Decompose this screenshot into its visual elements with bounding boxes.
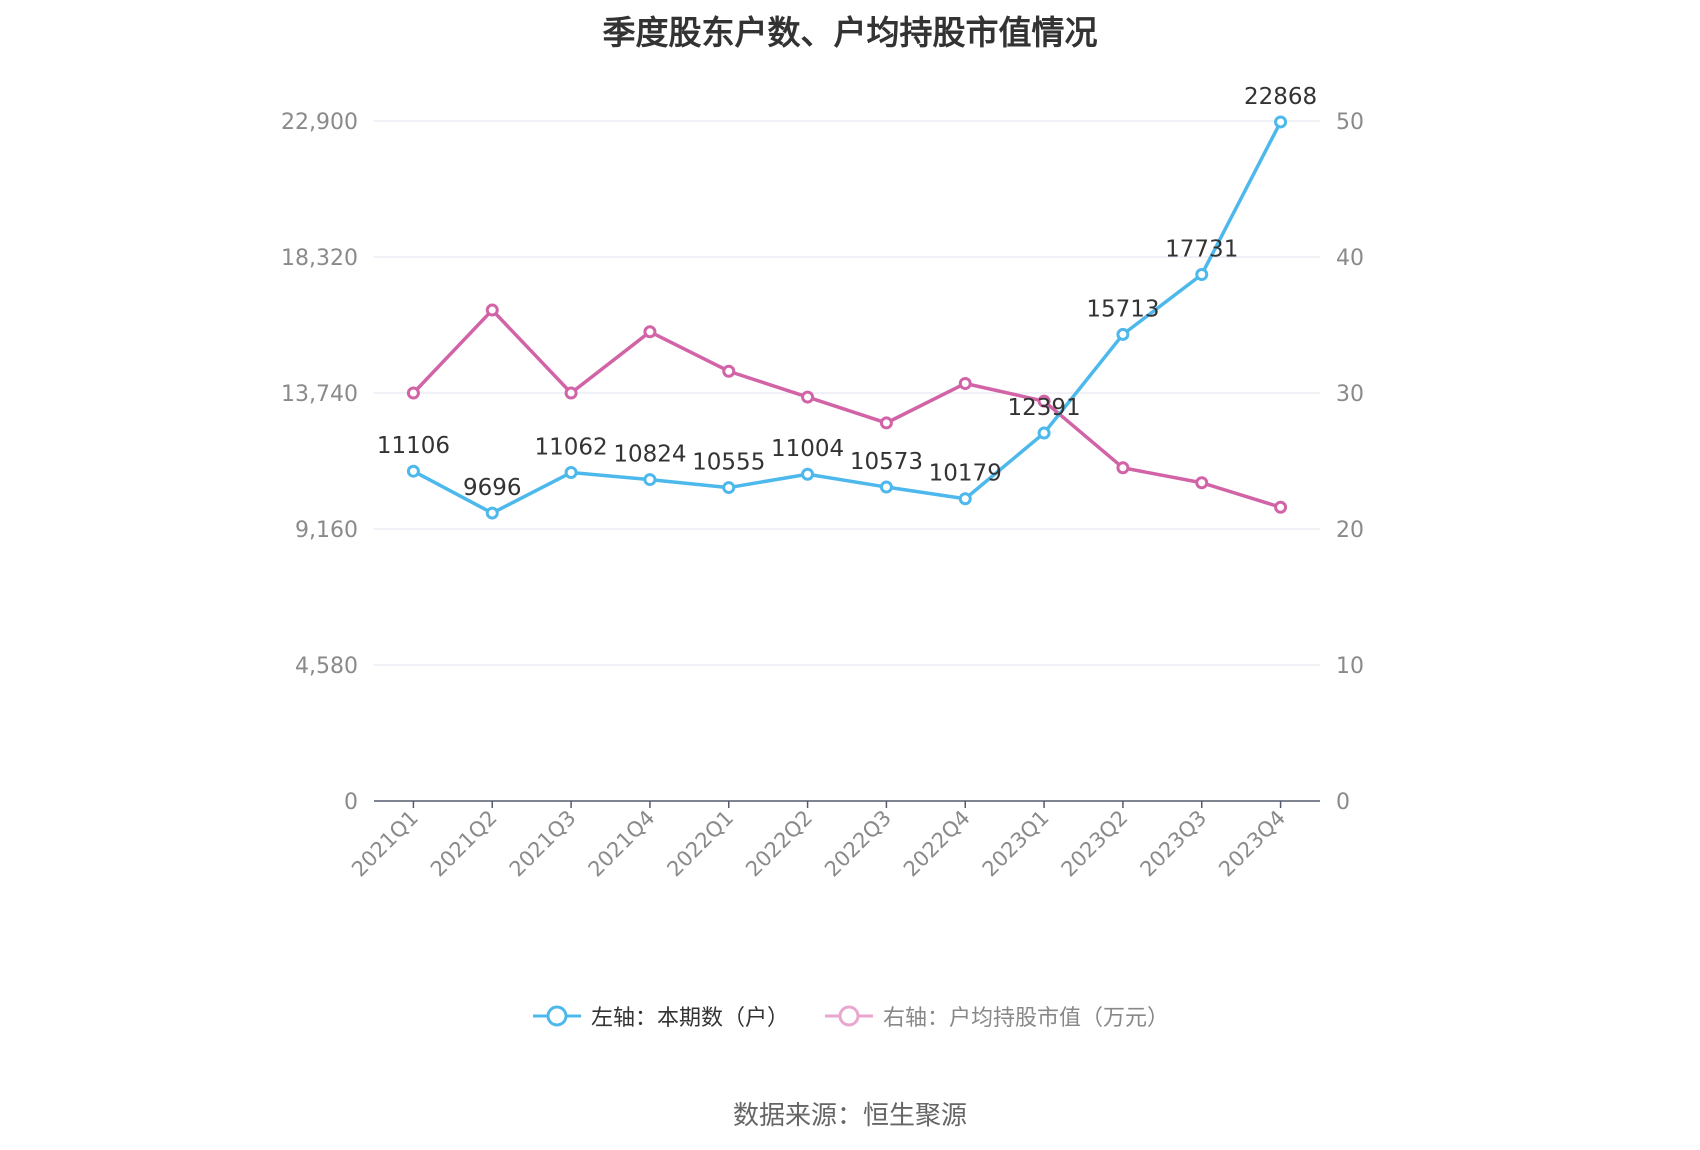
shareholder-count-point (1274, 115, 1288, 129)
avg-holding-value-point (958, 376, 972, 390)
legend-item-right[interactable]: 右轴：户均持股市值（万元） (823, 1000, 1169, 1032)
shareholder-count-point (485, 506, 499, 520)
avg-holding-value-point (879, 416, 893, 430)
avg-holding-value-point (485, 303, 499, 317)
left-axis-tick-label: 18,320 (281, 246, 358, 271)
shareholder-count-data-label: 10179 (929, 461, 1002, 487)
shareholder-count-point (958, 492, 972, 506)
legend-line-circle-icon-left (532, 1005, 581, 1027)
shareholder-count-point (801, 467, 815, 481)
x-axis-tick-label: 2023Q1 (978, 806, 1054, 882)
shareholder-count-data-label: 10573 (850, 449, 923, 475)
shareholder-count-data-label: 15713 (1086, 296, 1159, 322)
shareholder-count-data-label: 17731 (1165, 236, 1238, 262)
right-axis-tick-label: 50 (1336, 110, 1364, 135)
shareholder-count-data-label: 12391 (1007, 395, 1080, 421)
data-source: 数据来源：恒生聚源 (732, 1101, 967, 1131)
right-axis-tick-label: 40 (1336, 246, 1364, 271)
shareholder-count-data-label: 10824 (613, 442, 686, 468)
shareholder-count-data-label: 10555 (692, 450, 765, 476)
shareholder-count-data-label: 22868 (1244, 84, 1317, 110)
x-axis-tick-label: 2023Q4 (1214, 806, 1290, 882)
x-axis-tick-label: 2022Q2 (741, 806, 817, 882)
x-axis-tick-label: 2021Q1 (347, 806, 423, 882)
avg-holding-value-point (643, 325, 657, 339)
avg-holding-value-point (406, 386, 420, 400)
right-axis-tick-label: 20 (1336, 518, 1364, 543)
shareholder-count-point (1195, 267, 1209, 281)
x-axis-tick-label: 2021Q2 (426, 806, 502, 882)
shareholder-count-point (879, 480, 893, 494)
shareholder-count-data-label: 11062 (534, 435, 607, 461)
x-axis-tick-label: 2022Q4 (899, 806, 975, 882)
right-axis-tick-label: 0 (1336, 790, 1350, 815)
left-axis-tick-label: 13,740 (281, 382, 358, 407)
x-axis-tick-label: 2021Q3 (505, 806, 581, 882)
right-axis-tick-label: 30 (1336, 382, 1364, 407)
avg-holding-value-line (412, 308, 1282, 509)
legend-line-circle-icon-right (825, 1005, 873, 1027)
left-axis-tick-label: 4,580 (295, 654, 358, 679)
shareholder-count-point (722, 481, 736, 495)
shareholder-count-line (412, 121, 1283, 515)
legend: 左轴：本期数（户） 右轴：户均持股市值（万元） (0, 1000, 1700, 1032)
left-axis-tick-label: 0 (344, 790, 358, 815)
shareholder-count-point (564, 466, 578, 480)
left-axis-tick-label: 22,900 (281, 110, 358, 135)
avg-holding-value-point (722, 364, 736, 378)
avg-holding-value-point (801, 390, 815, 404)
avg-holding-value-point (1037, 394, 1051, 408)
shareholder-count-point (1037, 426, 1051, 440)
legend-item-left[interactable]: 左轴：本期数（户） (531, 1000, 789, 1032)
x-axis-tick-label: 2022Q3 (820, 806, 896, 882)
shareholder-count-point (1116, 327, 1130, 341)
x-axis-tick-label: 2022Q1 (662, 806, 738, 882)
avg-holding-value-point (1195, 476, 1209, 490)
x-axis-tick-label: 2021Q4 (584, 806, 660, 882)
avg-holding-value-point (564, 386, 578, 400)
right-axis-tick-label: 10 (1336, 654, 1364, 679)
left-axis-tick-label: 9,160 (295, 518, 358, 543)
legend-label-right: 右轴：户均持股市值（万元） (883, 1006, 1170, 1031)
shareholder-count-data-label: 9696 (463, 475, 522, 501)
shareholder-count-data-label: 11106 (377, 433, 450, 459)
shareholder-count-point (643, 473, 657, 487)
x-axis-tick-label: 2023Q3 (1135, 806, 1211, 882)
shareholder-count-point (406, 464, 420, 478)
x-axis-tick-label: 2023Q2 (1057, 806, 1133, 882)
legend-label-left: 左轴：本期数（户） (590, 1006, 789, 1031)
chart-title: 季度股东户数、户均持股市值情况 (602, 13, 1098, 52)
avg-holding-value-point (1116, 461, 1130, 475)
shareholder-count-data-label: 11004 (771, 436, 844, 462)
avg-holding-value-point (1274, 500, 1288, 514)
